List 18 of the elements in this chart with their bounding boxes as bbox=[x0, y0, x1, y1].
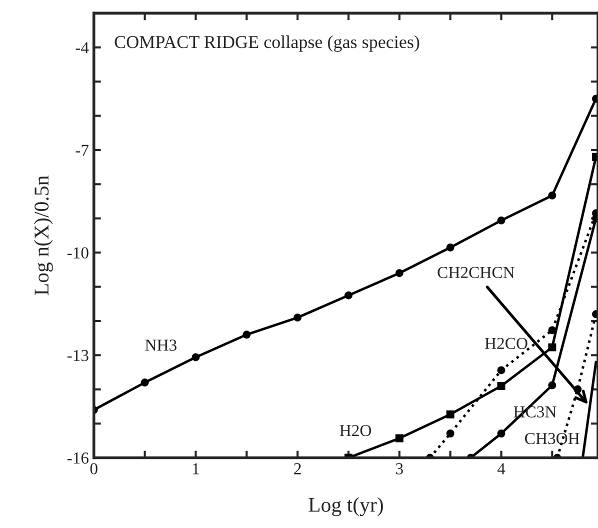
y-tick-label: -16 bbox=[67, 452, 89, 464]
annotation: H2O bbox=[340, 424, 372, 436]
y-axis-title: Log n(X)/0.5n bbox=[34, 176, 53, 296]
annotation: CH2CHCN bbox=[438, 266, 514, 278]
x-tick-label: 4 bbox=[497, 463, 506, 474]
annotation: CH3OH bbox=[525, 432, 580, 444]
annotation: NH3 bbox=[145, 340, 176, 351]
x-tick-label: 0 bbox=[90, 463, 98, 474]
annotation: H2CO bbox=[484, 338, 528, 350]
y-tick-label: -4 bbox=[76, 42, 89, 54]
y-tick-label: -13 bbox=[67, 350, 88, 362]
x-tick-label: 1 bbox=[193, 463, 199, 474]
x-tick-label: 2 bbox=[294, 463, 301, 474]
y-tick-label: -10 bbox=[67, 247, 88, 259]
annotation: COMPACT RIDGE collapse (gas species) bbox=[114, 35, 420, 52]
x-axis-title: Log t(yr) bbox=[308, 497, 383, 516]
x-tick-label: 3 bbox=[396, 463, 403, 474]
y-tick-label: -7 bbox=[76, 144, 89, 156]
